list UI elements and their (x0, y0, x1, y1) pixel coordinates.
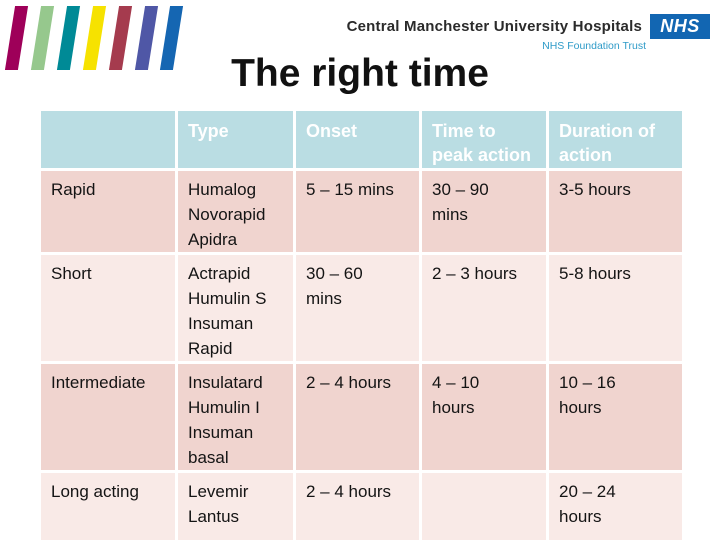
table-row: Short Actrapid Humulin S Insuman Rapid 3… (38, 252, 685, 364)
cell-type: Levemir Lantus (175, 470, 296, 540)
cell-type: Insulatard Humulin I Insuman basal (175, 361, 296, 473)
cell-category: Long acting (38, 470, 178, 540)
organisation-name: Central Manchester University Hospitals (346, 18, 642, 35)
column-header-onset: Onset (293, 108, 422, 171)
cell-category: Short (38, 252, 178, 364)
trust-branding: Central Manchester University Hospitals … (347, 14, 710, 39)
cell-category: Intermediate (38, 361, 178, 473)
table-row: Intermediate Insulatard Humulin I Insuma… (38, 361, 685, 473)
column-header-peak: Time to peak action (419, 108, 549, 171)
nhs-logo: NHS (650, 14, 710, 39)
cell-duration: 20 – 24 hours (546, 470, 685, 540)
slide-title: The right time (231, 52, 489, 95)
insulin-timing-table: Type Onset Time to peak action Duration … (38, 108, 685, 540)
column-header-type: Type (175, 108, 296, 171)
foundation-trust-label: NHS Foundation Trust (542, 40, 646, 52)
table-row: Long acting Levemir Lantus 2 – 4 hours 2… (38, 470, 685, 540)
cell-peak (419, 470, 549, 540)
cell-onset: 5 – 15 mins (293, 168, 422, 255)
cell-onset: 30 – 60 mins (293, 252, 422, 364)
nhs-logo-text: NHS (660, 16, 700, 36)
table-header-row: Type Onset Time to peak action Duration … (38, 108, 685, 171)
cell-category: Rapid (38, 168, 178, 255)
cell-duration: 5-8 hours (546, 252, 685, 364)
cell-duration: 3-5 hours (546, 168, 685, 255)
cell-onset: 2 – 4 hours (293, 361, 422, 473)
cell-onset: 2 – 4 hours (293, 470, 422, 540)
cell-type: Actrapid Humulin S Insuman Rapid (175, 252, 296, 364)
cell-duration: 10 – 16 hours (546, 361, 685, 473)
table-row: Rapid Humalog Novorapid Apidra 5 – 15 mi… (38, 168, 685, 255)
cell-peak: 2 – 3 hours (419, 252, 549, 364)
column-header-duration: Duration of action (546, 108, 685, 171)
column-header-category (38, 108, 178, 171)
cell-type: Humalog Novorapid Apidra (175, 168, 296, 255)
cell-peak: 30 – 90 mins (419, 168, 549, 255)
cell-peak: 4 – 10 hours (419, 361, 549, 473)
